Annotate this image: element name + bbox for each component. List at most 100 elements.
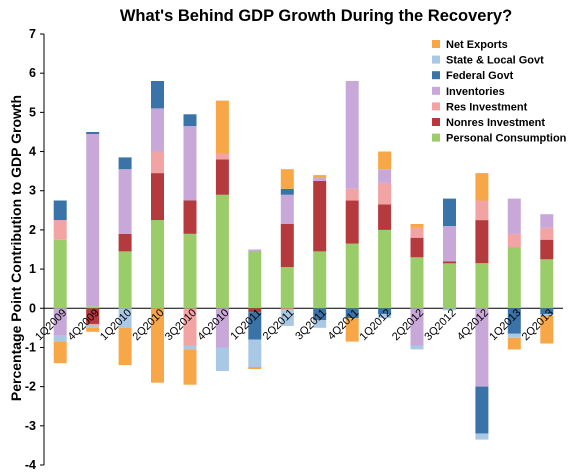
legend-swatch <box>432 86 440 95</box>
bar-segment <box>118 233 132 252</box>
y-tick-label: 6 <box>29 66 36 80</box>
x-tick-label: 1Q2012 <box>358 307 394 343</box>
bar-segment <box>183 126 197 201</box>
bar-segment <box>183 114 197 127</box>
bar-segment <box>215 308 229 348</box>
bar-segment <box>151 220 164 309</box>
bar-segment <box>86 133 100 307</box>
bar-segment <box>345 200 359 244</box>
bar-segment <box>215 159 229 195</box>
bar-segment <box>443 261 456 264</box>
bar-segment <box>540 239 554 260</box>
bar-segment <box>248 251 262 309</box>
bar-segment <box>507 247 521 309</box>
bar-segment <box>345 188 359 201</box>
bar-segment <box>313 175 327 178</box>
y-axis-label: Percentage Point Contribution to GDP Gro… <box>8 95 24 401</box>
bar-segment <box>53 220 67 240</box>
bar-segment <box>313 320 327 328</box>
bar-segment <box>118 251 132 309</box>
legend-swatch <box>432 40 440 48</box>
y-tick-label: 1 <box>29 262 36 276</box>
y-tick-label: 0 <box>29 301 36 315</box>
bar-segment <box>378 204 392 230</box>
bar-segment <box>183 233 197 309</box>
bar-segment <box>280 267 294 309</box>
legend-swatch <box>432 102 440 111</box>
bar-segment <box>86 306 100 309</box>
bar-segment <box>118 157 132 170</box>
legend-label: Nonres Investment <box>446 117 545 129</box>
bar-segment <box>86 323 100 326</box>
bar-segment <box>53 200 67 221</box>
bar-segment <box>248 308 262 313</box>
bar-segment <box>248 312 262 340</box>
bar-segment <box>410 345 424 350</box>
legend-swatch <box>432 133 440 142</box>
bar-segment <box>507 198 521 234</box>
legend-label: Res Investment <box>446 101 528 113</box>
bar-segment <box>118 169 132 234</box>
bar-segment <box>443 198 456 226</box>
bar-segment <box>443 226 456 262</box>
bar-segment <box>183 349 197 385</box>
bar-segment <box>86 325 100 328</box>
y-tick-label: -4 <box>25 458 36 472</box>
bar-segment <box>475 433 489 440</box>
bar-segment <box>86 308 100 324</box>
legend-label: Personal Consumption <box>446 133 567 145</box>
bar-segment <box>215 153 229 160</box>
bar-segment <box>53 239 67 309</box>
y-tick-label: -2 <box>25 380 36 394</box>
y-tick-label: 7 <box>29 27 36 41</box>
bar-segment <box>280 188 294 195</box>
bar-segment <box>378 151 392 170</box>
bar-segment <box>410 224 424 228</box>
bar-segment <box>540 308 554 315</box>
bar-segment <box>378 229 392 309</box>
bar-segment <box>443 263 456 309</box>
bar-segment <box>151 81 164 109</box>
legend-label: Federal Govt <box>446 70 514 82</box>
bar-segment <box>86 327 100 332</box>
bar-segment <box>507 308 521 334</box>
bar-segment <box>410 308 424 346</box>
bar-segment <box>540 316 554 344</box>
bar-segment <box>443 308 456 311</box>
legend: Net Exports State & Local Govt Federal Gov… <box>432 39 567 145</box>
y-tick-label: 4 <box>29 145 36 159</box>
bar-segment <box>475 200 489 221</box>
bar-segment <box>475 386 489 434</box>
bar-segment <box>215 194 229 309</box>
bar-segment <box>410 257 424 309</box>
bar-segment <box>183 308 197 346</box>
bar-segment <box>280 194 294 224</box>
bar-segment <box>540 259 554 309</box>
bar-segment <box>475 220 489 264</box>
bar-segment <box>151 308 164 383</box>
x-tick-label: 3Q2012 <box>422 307 458 343</box>
bar-segment <box>540 214 554 228</box>
bar-segment <box>53 341 67 364</box>
bar-segment <box>215 347 229 371</box>
y-tick-label: 3 <box>29 184 36 198</box>
bar-segment <box>313 177 327 181</box>
bar-segment <box>410 237 424 258</box>
bar-segment <box>53 335 67 342</box>
bar-segment <box>378 308 392 315</box>
bar-segment <box>313 251 327 309</box>
bar-segment <box>345 308 359 319</box>
bar-segment <box>86 132 100 134</box>
bar-segment <box>345 243 359 309</box>
legend-swatch <box>432 118 440 126</box>
bar-segment <box>345 318 359 342</box>
bar-segment <box>507 337 521 350</box>
bar-segment <box>378 169 392 183</box>
bar-segment <box>248 339 262 367</box>
bar-segment <box>118 308 132 328</box>
chart-title: What's Behind GDP Growth During the Reco… <box>120 7 512 25</box>
bar-segment <box>151 108 164 152</box>
bar-segment <box>540 314 554 317</box>
bar-segment <box>215 100 229 154</box>
bar-segment <box>183 345 197 350</box>
